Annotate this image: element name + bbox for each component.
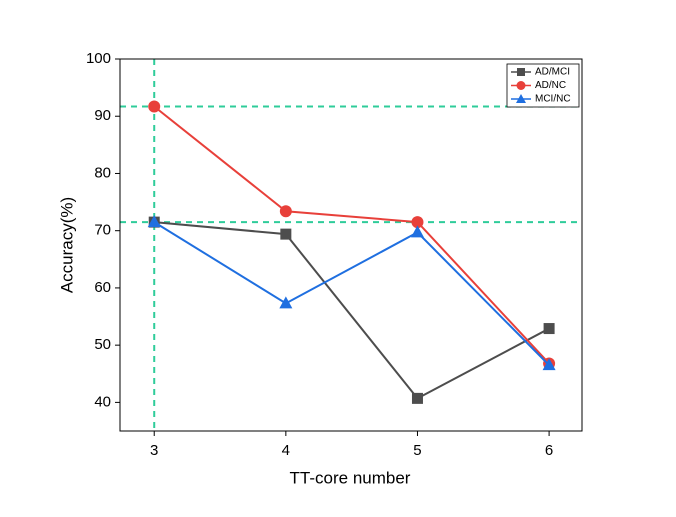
x-tick-label: 5 [413,442,421,459]
legend-marker [516,81,526,90]
y-tick-label: 80 [94,164,111,181]
y-tick-label: 40 [94,393,111,410]
marker [148,100,161,113]
x-tick-label: 4 [282,442,290,459]
plot-frame [119,58,583,432]
marker [280,228,292,240]
marker [147,215,161,228]
marker [411,392,423,404]
marker [411,216,424,229]
x-tick-label: 3 [150,442,158,459]
y-tick-label: 50 [94,336,111,353]
legend-label: AD/NC [535,80,566,91]
y-tick-label: 90 [94,107,111,124]
y-axis-label: Accuracy(%) [57,197,76,293]
series-line [153,105,550,365]
legend: AD/MCI AD/NC MCI/NC [506,63,580,108]
y-tick-label: 100 [86,50,111,67]
series-line [154,221,550,400]
x-axis-label: TT-core number [290,468,411,487]
y-tick-label: 60 [94,279,111,296]
marker [410,225,424,238]
marker [279,205,292,218]
marker [543,323,555,335]
x-tick-label: 6 [545,442,553,459]
legend-marker [517,68,525,76]
marker [279,296,293,309]
series-line [153,221,550,366]
y-tick-label: 70 [94,222,111,239]
legend-marker [516,94,526,103]
legend-label: AD/MCI [535,67,570,78]
marker [542,358,556,371]
legend-label: MCI/NC [535,94,571,105]
